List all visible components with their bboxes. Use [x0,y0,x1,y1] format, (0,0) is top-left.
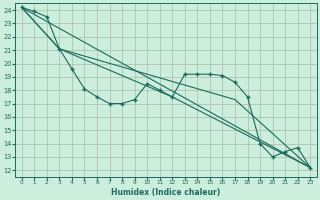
X-axis label: Humidex (Indice chaleur): Humidex (Indice chaleur) [111,188,220,197]
